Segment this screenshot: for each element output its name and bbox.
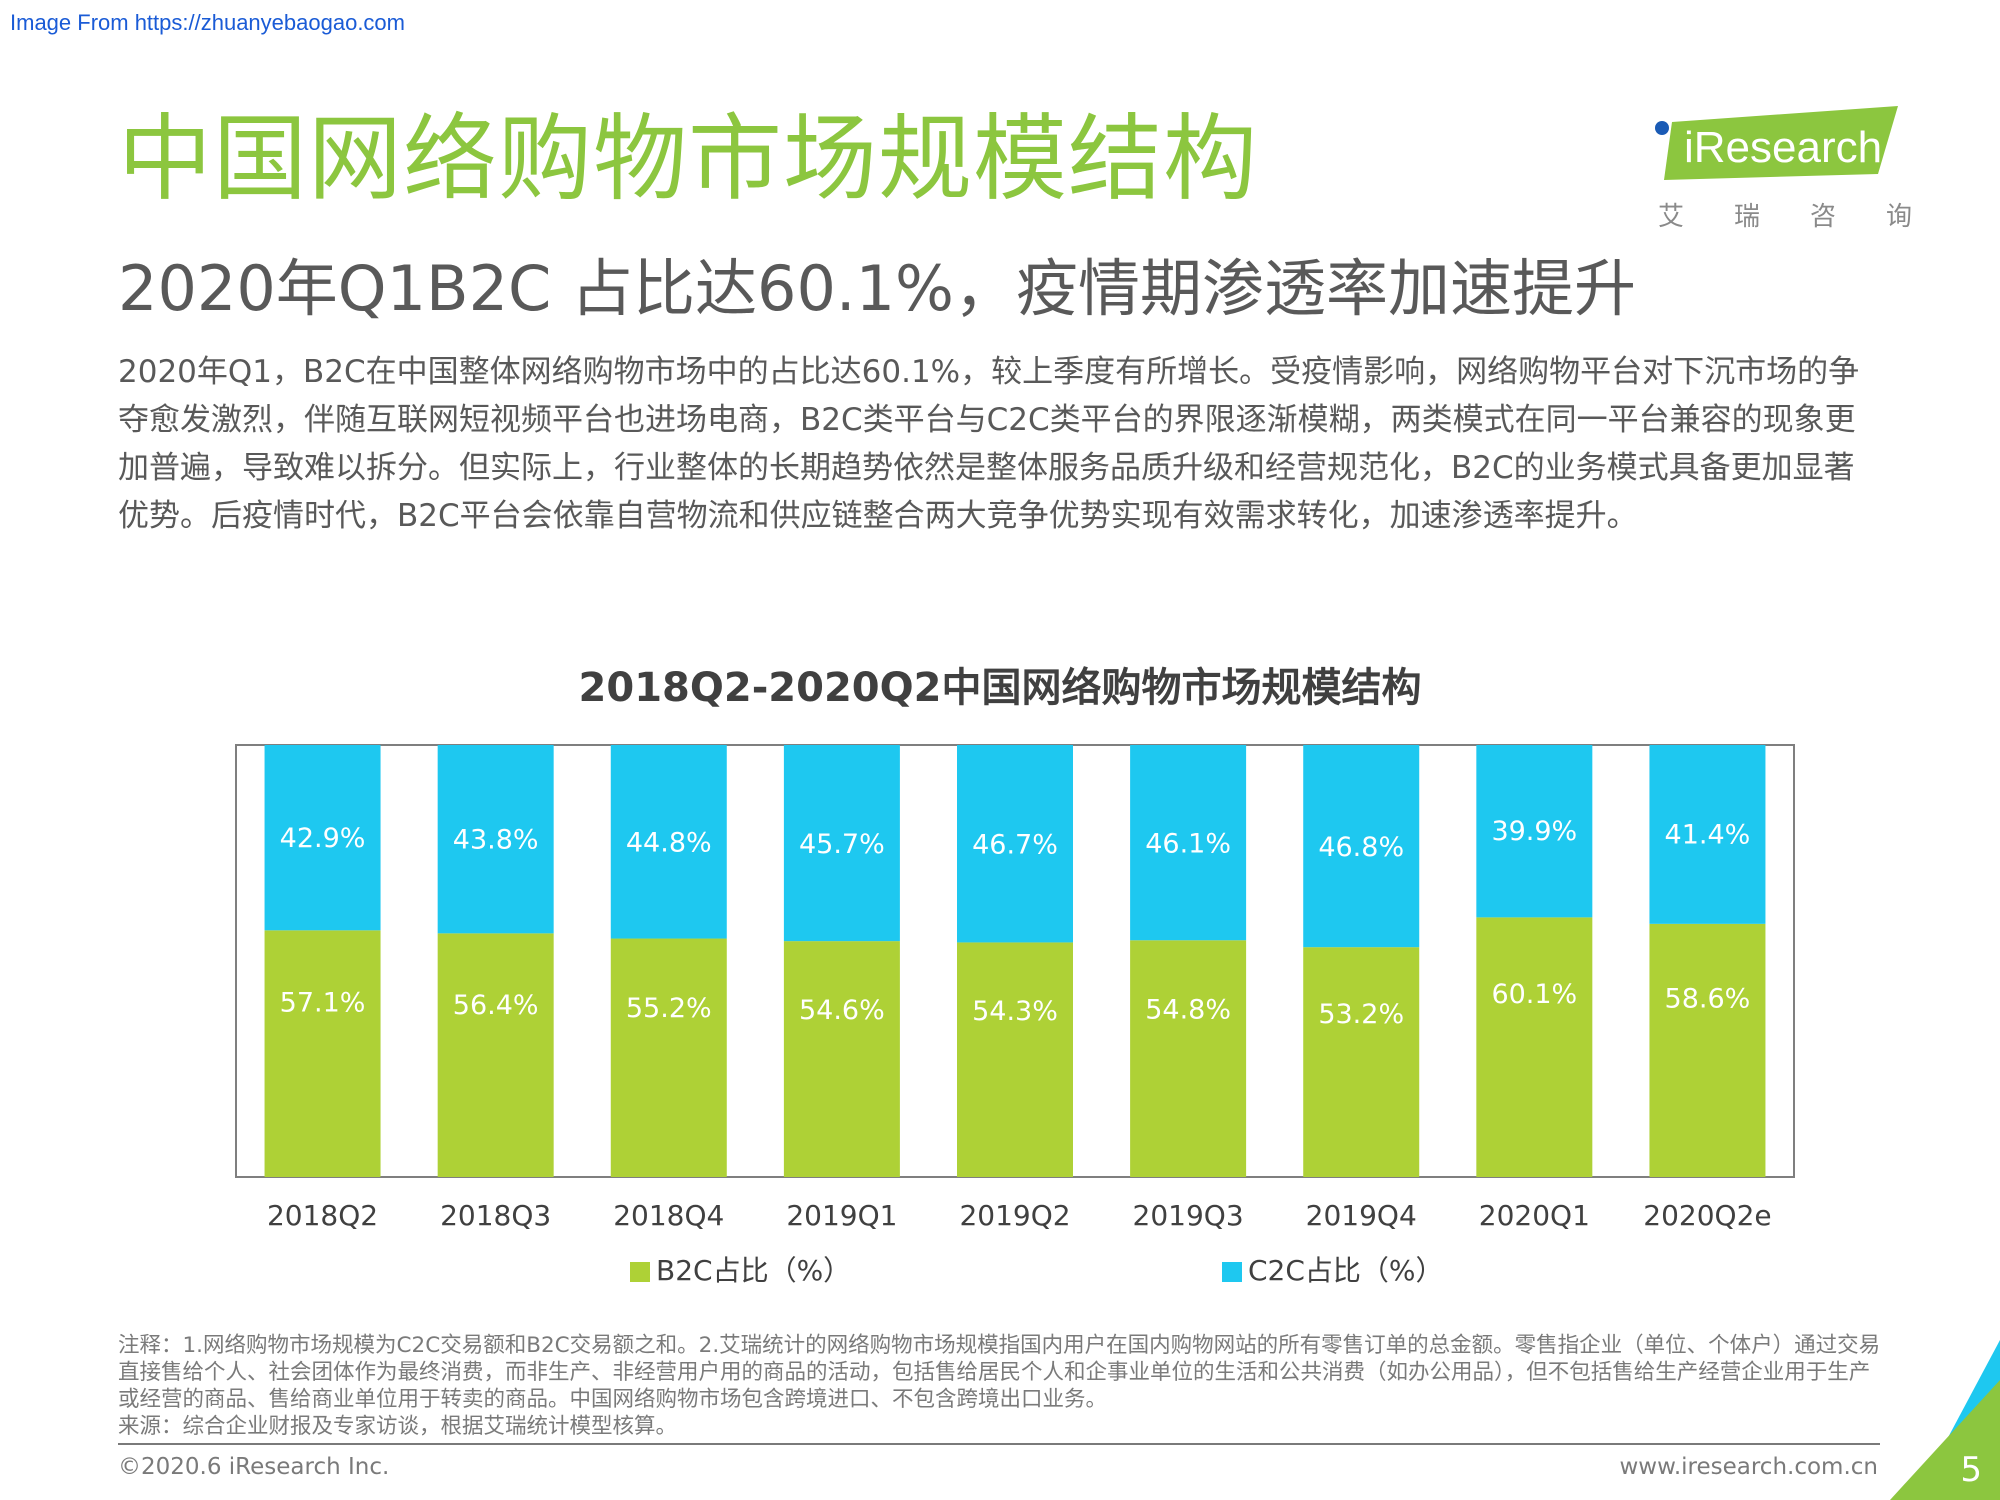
footnote-note: 注释：1.网络购物市场规模为C2C交易额和B2C交易额之和。2.艾瑞统计的网络购… xyxy=(118,1333,1881,1412)
logo-char: 艾 xyxy=(1658,202,1685,232)
logo-char: 瑞 xyxy=(1733,202,1760,232)
data-label-b2c: 57.1% xyxy=(280,988,366,1019)
data-label-c2c: 44.8% xyxy=(626,827,712,858)
bar-b2c-2018Q2 xyxy=(264,930,381,1177)
data-label-c2c: 46.7% xyxy=(972,830,1058,861)
legend-label: B2C占比（%） xyxy=(656,1254,851,1287)
x-tick-label: 2018Q2 xyxy=(267,1199,378,1232)
page-title: 中国网络购物市场规模结构 xyxy=(118,105,1259,214)
logo-mark: iResearch xyxy=(1655,106,1898,180)
legend-swatch xyxy=(630,1262,650,1282)
bar-c2c-2019Q2 xyxy=(957,745,1073,943)
footnote: 注释：1.网络购物市场规模为C2C交易额和B2C交易额之和。2.艾瑞统计的网络购… xyxy=(118,1332,1888,1440)
x-tick-label: 2020Q1 xyxy=(1479,1199,1590,1232)
bar-c2c-2018Q2 xyxy=(264,745,381,931)
x-tick-label: 2019Q2 xyxy=(959,1199,1070,1232)
logo-char: 询 xyxy=(1885,202,1912,232)
bar-c2c-2020Q2e xyxy=(1649,745,1766,924)
iresearch-logo: iResearch 艾 瑞 咨 询 xyxy=(1650,104,1912,234)
data-label-b2c: 60.1% xyxy=(1491,979,1577,1010)
logo-chinese-name: 艾 瑞 咨 询 xyxy=(1658,196,1912,233)
bar-b2c-2018Q3 xyxy=(437,933,554,1177)
data-label-c2c: 39.9% xyxy=(1491,816,1577,847)
data-label-b2c: 54.6% xyxy=(799,995,885,1026)
footnote-source: 来源：综合企业财报及专家访谈，根据艾瑞统计模型核算。 xyxy=(118,1414,678,1439)
chart-title: 2018Q2-2020Q2中国网络购物市场规模结构 xyxy=(578,665,1422,711)
bar-b2c-2020Q2e xyxy=(1649,923,1766,1177)
data-label-c2c: 46.8% xyxy=(1318,832,1404,863)
data-label-b2c: 55.2% xyxy=(626,993,712,1024)
footer-website[interactable]: www.iresearch.com.cn xyxy=(1619,1454,1879,1480)
x-tick-label: 2018Q4 xyxy=(613,1199,724,1232)
data-label-b2c: 54.3% xyxy=(972,996,1058,1027)
bar-b2c-2019Q4 xyxy=(1303,947,1420,1177)
x-tick-label: 2019Q1 xyxy=(786,1199,897,1232)
bar-c2c-2019Q4 xyxy=(1303,745,1420,948)
legend-label: C2C占比（%） xyxy=(1248,1254,1444,1287)
source-link[interactable]: Image From https://zhuanyebaogao.com xyxy=(10,10,405,35)
bar-c2c-2019Q1 xyxy=(783,745,900,942)
data-label-c2c: 42.9% xyxy=(280,823,366,854)
data-label-c2c: 46.1% xyxy=(1145,828,1231,859)
bar-c2c-2018Q4 xyxy=(610,745,727,939)
data-label-b2c: 54.8% xyxy=(1145,994,1231,1025)
stacked-bar-chart: 57.1% 42.9% 2018Q2 56.4% 43.8% 2018Q3 55.2% 44.… xyxy=(235,744,1795,1287)
bar-b2c-2018Q4 xyxy=(610,938,727,1177)
bar-b2c-2019Q3 xyxy=(1130,940,1247,1177)
page-subtitle: 2020年Q1B2C 占比达60.1%，疫情期渗透率加速提升 xyxy=(118,252,1636,325)
data-label-b2c: 53.2% xyxy=(1318,999,1404,1030)
data-label-b2c: 56.4% xyxy=(453,990,539,1021)
body-paragraph: 2020年Q1，B2C在中国整体网络购物市场中的占比达60.1%，较上季度有所增… xyxy=(118,354,1860,534)
x-tick-label: 2018Q3 xyxy=(440,1199,551,1232)
x-tick-label: 2020Q2e xyxy=(1643,1199,1771,1232)
data-label-c2c: 41.4% xyxy=(1665,819,1751,850)
data-label-c2c: 43.8% xyxy=(453,825,539,856)
page-number: 5 xyxy=(1960,1450,1982,1490)
data-label-c2c: 45.7% xyxy=(799,829,885,860)
bar-c2c-2019Q3 xyxy=(1130,745,1247,941)
data-label-b2c: 58.6% xyxy=(1665,983,1751,1014)
bar-b2c-2019Q1 xyxy=(783,941,900,1177)
x-tick-label: 2019Q3 xyxy=(1133,1199,1244,1232)
bar-c2c-2018Q3 xyxy=(437,745,554,934)
logo-wordmark: iResearch xyxy=(1684,123,1882,172)
legend-swatch xyxy=(1222,1262,1242,1282)
footer-copyright: ©2020.6 iResearch Inc. xyxy=(118,1454,390,1480)
x-tick-label: 2019Q4 xyxy=(1306,1199,1417,1232)
bar-b2c-2019Q2 xyxy=(957,942,1073,1177)
footer-divider xyxy=(118,1443,1880,1445)
corner-decoration xyxy=(1890,1340,2000,1500)
bar-c2c-2020Q1 xyxy=(1476,745,1593,918)
bar-b2c-2020Q1 xyxy=(1476,917,1593,1177)
logo-char: 咨 xyxy=(1809,202,1836,232)
